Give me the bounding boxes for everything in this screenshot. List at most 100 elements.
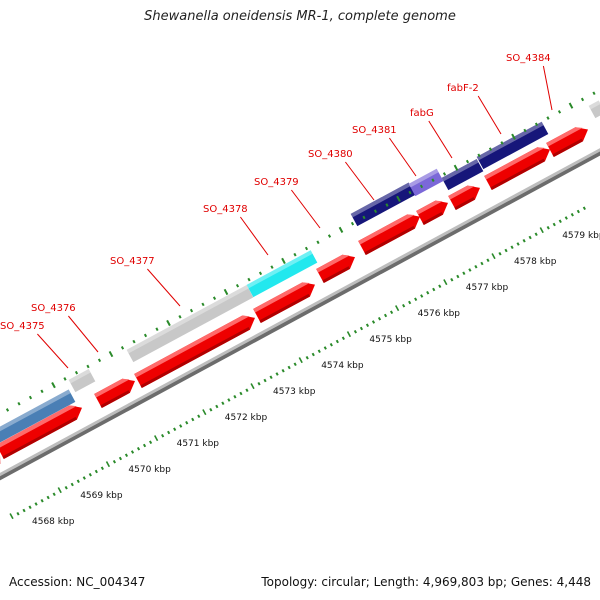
kbp-tick-label: 4578 kbp — [514, 257, 557, 267]
outer-ring-tick — [51, 381, 56, 389]
kbp-minor-tick — [275, 372, 279, 376]
gene-label-fabg[interactable]: fabG — [410, 108, 434, 119]
gene-label-so_4381[interactable]: SO_4381 — [352, 125, 397, 136]
gene-label-leader — [291, 189, 321, 229]
kbp-tick-label: 4572 kbp — [225, 413, 268, 423]
outer-ring-tick — [534, 122, 539, 127]
feature-block-fill — [0, 389, 76, 447]
gene-label-so_4379[interactable]: SO_4379 — [254, 177, 299, 188]
cds-arrow[interactable] — [358, 210, 424, 256]
cds-arrow-shadow — [140, 326, 251, 389]
outer-ring-tick — [212, 296, 217, 300]
cds-arrow[interactable] — [448, 181, 484, 211]
outer-ring-tick — [362, 215, 366, 220]
gene-label-fabf-2[interactable]: fabF-2 — [447, 83, 479, 94]
kbp-major-tick — [9, 513, 14, 520]
cds-arrow-shape — [484, 147, 550, 191]
cds-arrow[interactable] — [253, 278, 319, 324]
feature-block[interactable] — [0, 389, 76, 447]
kbp-minor-tick — [456, 274, 460, 279]
feature-block[interactable] — [246, 250, 318, 298]
kbp-major-tick — [154, 435, 159, 442]
outer-ring-tick — [155, 327, 159, 332]
cds-arrow-highlight — [546, 127, 583, 147]
outer-ring-tick — [316, 240, 320, 245]
outer-ring-tick — [166, 319, 171, 327]
outer-ring-tick — [17, 401, 21, 406]
gene-label-so_4376[interactable]: SO_4376 — [31, 303, 76, 314]
outer-ring-tick — [453, 164, 459, 171]
kbp-minor-tick — [450, 277, 454, 282]
outer-ring-tick — [304, 246, 309, 251]
kbp-minor-tick — [528, 235, 532, 240]
cds-arrow[interactable] — [484, 142, 554, 191]
kbp-minor-tick — [293, 362, 297, 367]
feature-block-highlight — [441, 158, 479, 182]
cds-arrow[interactable] — [94, 374, 139, 409]
cds-arrow-highlight — [448, 185, 475, 200]
cds-arrow-shape — [358, 214, 420, 256]
feature-block-highlight — [246, 250, 313, 289]
cds-arrow[interactable] — [134, 311, 259, 389]
kbp-minor-tick — [281, 368, 285, 373]
kbp-minor-tick — [52, 492, 56, 497]
kbp-minor-tick — [510, 245, 514, 250]
kbp-minor-tick — [504, 248, 508, 253]
kbp-major-tick — [105, 461, 111, 468]
kbp-minor-tick — [516, 242, 520, 246]
kbp-major-tick — [395, 305, 400, 312]
kbp-minor-tick — [552, 222, 556, 227]
outer-ring-tick — [523, 128, 527, 133]
kbp-tick-label: 4575 kbp — [369, 335, 412, 345]
cds-arrow-shadow — [2, 416, 78, 460]
gene-label-so_4380[interactable]: SO_4380 — [308, 149, 353, 160]
kbp-minor-tick — [179, 424, 183, 428]
backbone-shadow — [0, 149, 600, 481]
outer-ring-tick — [63, 377, 67, 381]
kbp-minor-tick — [426, 290, 430, 295]
outer-ring-tick — [350, 221, 355, 226]
feature-block[interactable] — [68, 369, 96, 393]
cds-arrow-highlight — [316, 254, 350, 273]
kbp-minor-tick — [239, 391, 243, 396]
cds-arrow[interactable] — [0, 401, 86, 460]
feature-block[interactable] — [441, 158, 484, 191]
outer-ring-tick — [258, 271, 263, 276]
kbp-minor-tick — [221, 401, 225, 406]
gene-label-so_4384[interactable]: SO_4384 — [506, 53, 551, 64]
cds-arrow-shape — [0, 405, 82, 460]
feature-block[interactable] — [588, 100, 600, 119]
kbp-minor-tick — [287, 365, 291, 370]
cds-arrow[interactable] — [316, 250, 359, 284]
gene-label-so_4377[interactable]: SO_4377 — [110, 256, 155, 267]
cds-arrow-highlight — [0, 405, 77, 449]
kbp-minor-tick — [167, 430, 171, 435]
feature-block[interactable] — [408, 168, 444, 197]
cds-arrow[interactable] — [546, 122, 592, 158]
kbp-tick-label: 4577 kbp — [466, 283, 509, 293]
cds-arrow-shape — [546, 127, 589, 158]
gene-label-leader — [428, 120, 453, 159]
kbp-minor-tick — [377, 316, 382, 321]
outer-ring-tick — [465, 159, 470, 164]
feature-block[interactable] — [476, 121, 549, 170]
gene-label-so_4378[interactable]: SO_4378 — [203, 204, 248, 215]
kbp-minor-tick — [305, 355, 309, 360]
cds-arrow-highlight — [416, 200, 443, 215]
feature-block[interactable] — [350, 182, 416, 227]
feature-block-fill — [126, 285, 254, 363]
outer-ring-tick — [189, 308, 194, 313]
kbp-minor-tick — [233, 394, 237, 399]
kbp-minor-tick — [408, 300, 412, 305]
feature-block-fill — [588, 100, 600, 119]
kbp-minor-tick — [582, 206, 586, 211]
cds-arrow-shape — [253, 282, 315, 324]
kbp-minor-tick — [468, 268, 472, 272]
kbp-minor-tick — [82, 476, 86, 480]
cds-arrow[interactable] — [416, 196, 452, 226]
kbp-minor-tick — [191, 417, 195, 422]
feature-block[interactable] — [126, 285, 254, 363]
kbp-minor-tick — [341, 336, 345, 341]
gene-label-so_4375[interactable]: SO_4375 — [0, 321, 45, 332]
